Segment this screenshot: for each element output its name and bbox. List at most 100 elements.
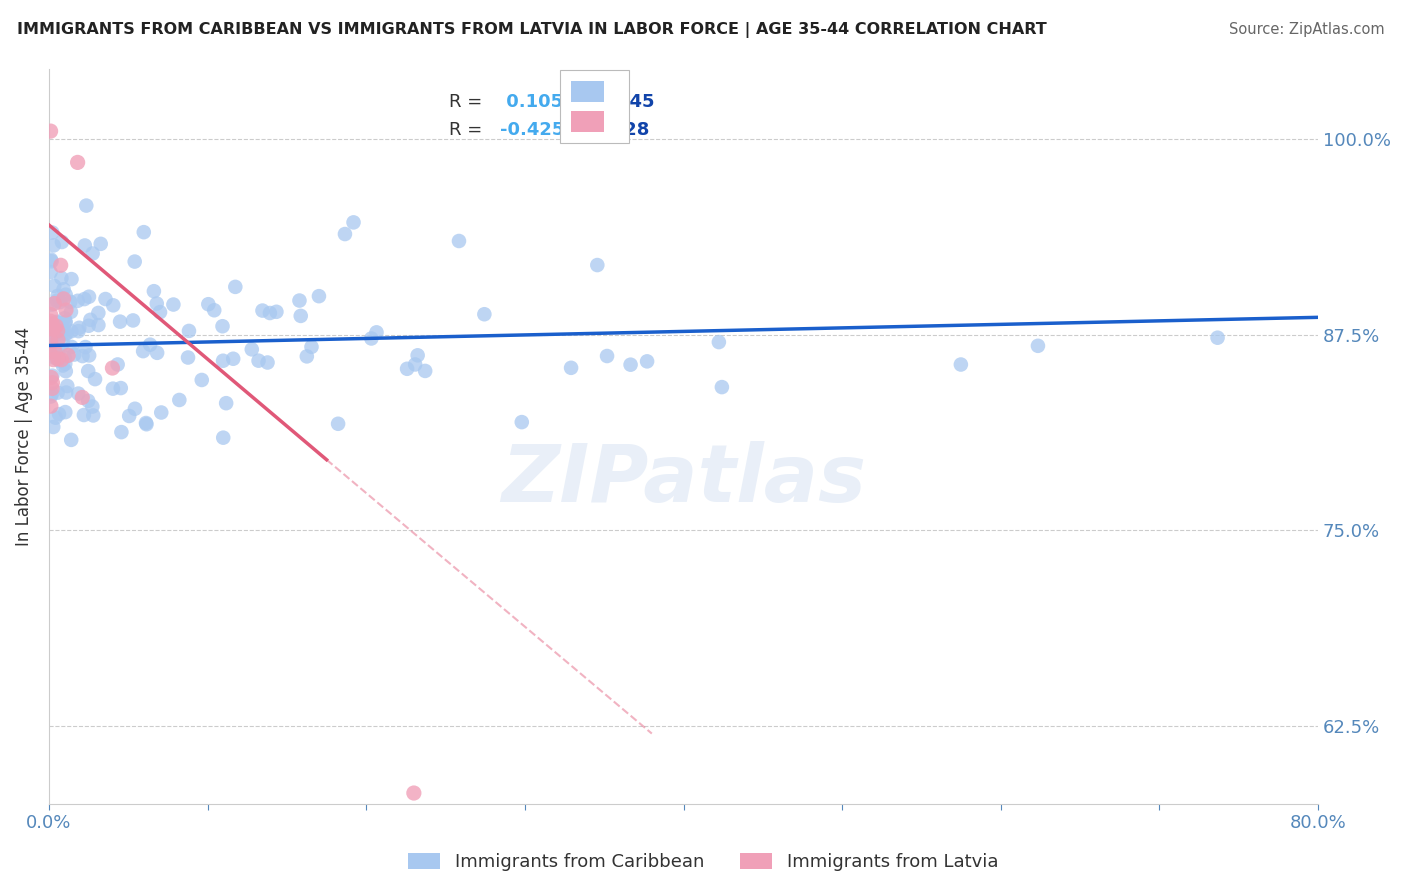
Point — [66, 155, 89, 169]
Point — [87, 318, 110, 332]
Point — [707, 334, 730, 349]
Point — [110, 425, 132, 439]
Point — [177, 351, 200, 365]
Point — [124, 401, 146, 416]
Point — [135, 417, 157, 432]
Point — [145, 296, 167, 310]
Point — [39, 252, 62, 267]
Point — [132, 344, 155, 359]
Point — [101, 382, 124, 396]
Point — [39, 124, 62, 138]
Point — [103, 298, 125, 312]
Point — [41, 368, 63, 383]
Point — [124, 254, 146, 268]
Point — [949, 358, 972, 372]
Text: N =: N = — [567, 93, 619, 111]
Point — [139, 337, 162, 351]
Legend: , : , — [561, 70, 628, 143]
Point — [215, 396, 238, 410]
Point — [162, 297, 184, 311]
Point — [39, 265, 62, 279]
Point — [49, 258, 72, 272]
Point — [77, 348, 100, 362]
Point — [82, 409, 104, 423]
Point — [59, 294, 82, 309]
Point — [48, 326, 70, 341]
Point — [266, 305, 288, 319]
Point — [67, 324, 90, 338]
Point — [42, 352, 65, 367]
Point — [46, 333, 69, 347]
Point — [256, 355, 278, 369]
Point — [90, 236, 112, 251]
Point — [44, 345, 66, 359]
Point — [41, 297, 63, 311]
Point — [55, 315, 77, 329]
Point — [72, 391, 94, 405]
Point — [122, 313, 145, 327]
Point — [48, 353, 70, 368]
Point — [55, 287, 77, 301]
Point — [41, 317, 63, 331]
Point — [55, 327, 77, 342]
Point — [710, 380, 733, 394]
Point — [46, 324, 69, 338]
Text: N =: N = — [567, 121, 619, 139]
Point — [108, 315, 131, 329]
Point — [63, 348, 86, 362]
Point — [596, 349, 619, 363]
Point — [46, 324, 69, 338]
Point — [191, 373, 214, 387]
Point — [51, 235, 73, 249]
Point — [41, 376, 63, 390]
Point — [49, 295, 72, 310]
Point — [77, 318, 100, 333]
Point — [586, 258, 609, 272]
Point — [67, 386, 90, 401]
Point — [247, 353, 270, 368]
Point — [474, 307, 496, 321]
Point — [510, 415, 533, 429]
Point — [72, 349, 94, 363]
Text: IMMIGRANTS FROM CARIBBEAN VS IMMIGRANTS FROM LATVIA IN LABOR FORCE | AGE 35-44 C: IMMIGRANTS FROM CARIBBEAN VS IMMIGRANTS … — [17, 22, 1046, 38]
Point — [101, 361, 124, 376]
Text: 28: 28 — [617, 121, 650, 139]
Point — [56, 379, 79, 393]
Point — [295, 350, 318, 364]
Point — [52, 359, 75, 373]
Point — [67, 320, 90, 334]
Point — [42, 420, 65, 434]
Point — [202, 303, 225, 318]
Y-axis label: In Labor Force | Age 35-44: In Labor Force | Age 35-44 — [15, 326, 32, 546]
Point — [132, 225, 155, 239]
Text: Source: ZipAtlas.com: Source: ZipAtlas.com — [1229, 22, 1385, 37]
Point — [142, 284, 165, 298]
Point — [39, 390, 62, 404]
Point — [73, 292, 96, 306]
Point — [288, 293, 311, 308]
Point — [77, 364, 100, 378]
Point — [66, 293, 89, 308]
Point — [150, 405, 173, 419]
Point — [39, 308, 62, 322]
Point — [46, 385, 69, 400]
Point — [38, 345, 60, 359]
Point — [51, 323, 73, 337]
Point — [404, 358, 426, 372]
Point — [118, 409, 141, 423]
Point — [107, 358, 129, 372]
Point — [149, 305, 172, 319]
Point — [366, 326, 388, 340]
Point — [413, 364, 436, 378]
Point — [46, 289, 69, 303]
Point — [75, 198, 97, 212]
Point — [48, 343, 70, 358]
Point — [44, 279, 66, 293]
Point — [45, 319, 67, 334]
Point — [259, 306, 281, 320]
Point — [1026, 339, 1049, 353]
Point — [60, 324, 83, 338]
Point — [84, 372, 107, 386]
Point — [44, 343, 66, 358]
Point — [42, 238, 65, 252]
